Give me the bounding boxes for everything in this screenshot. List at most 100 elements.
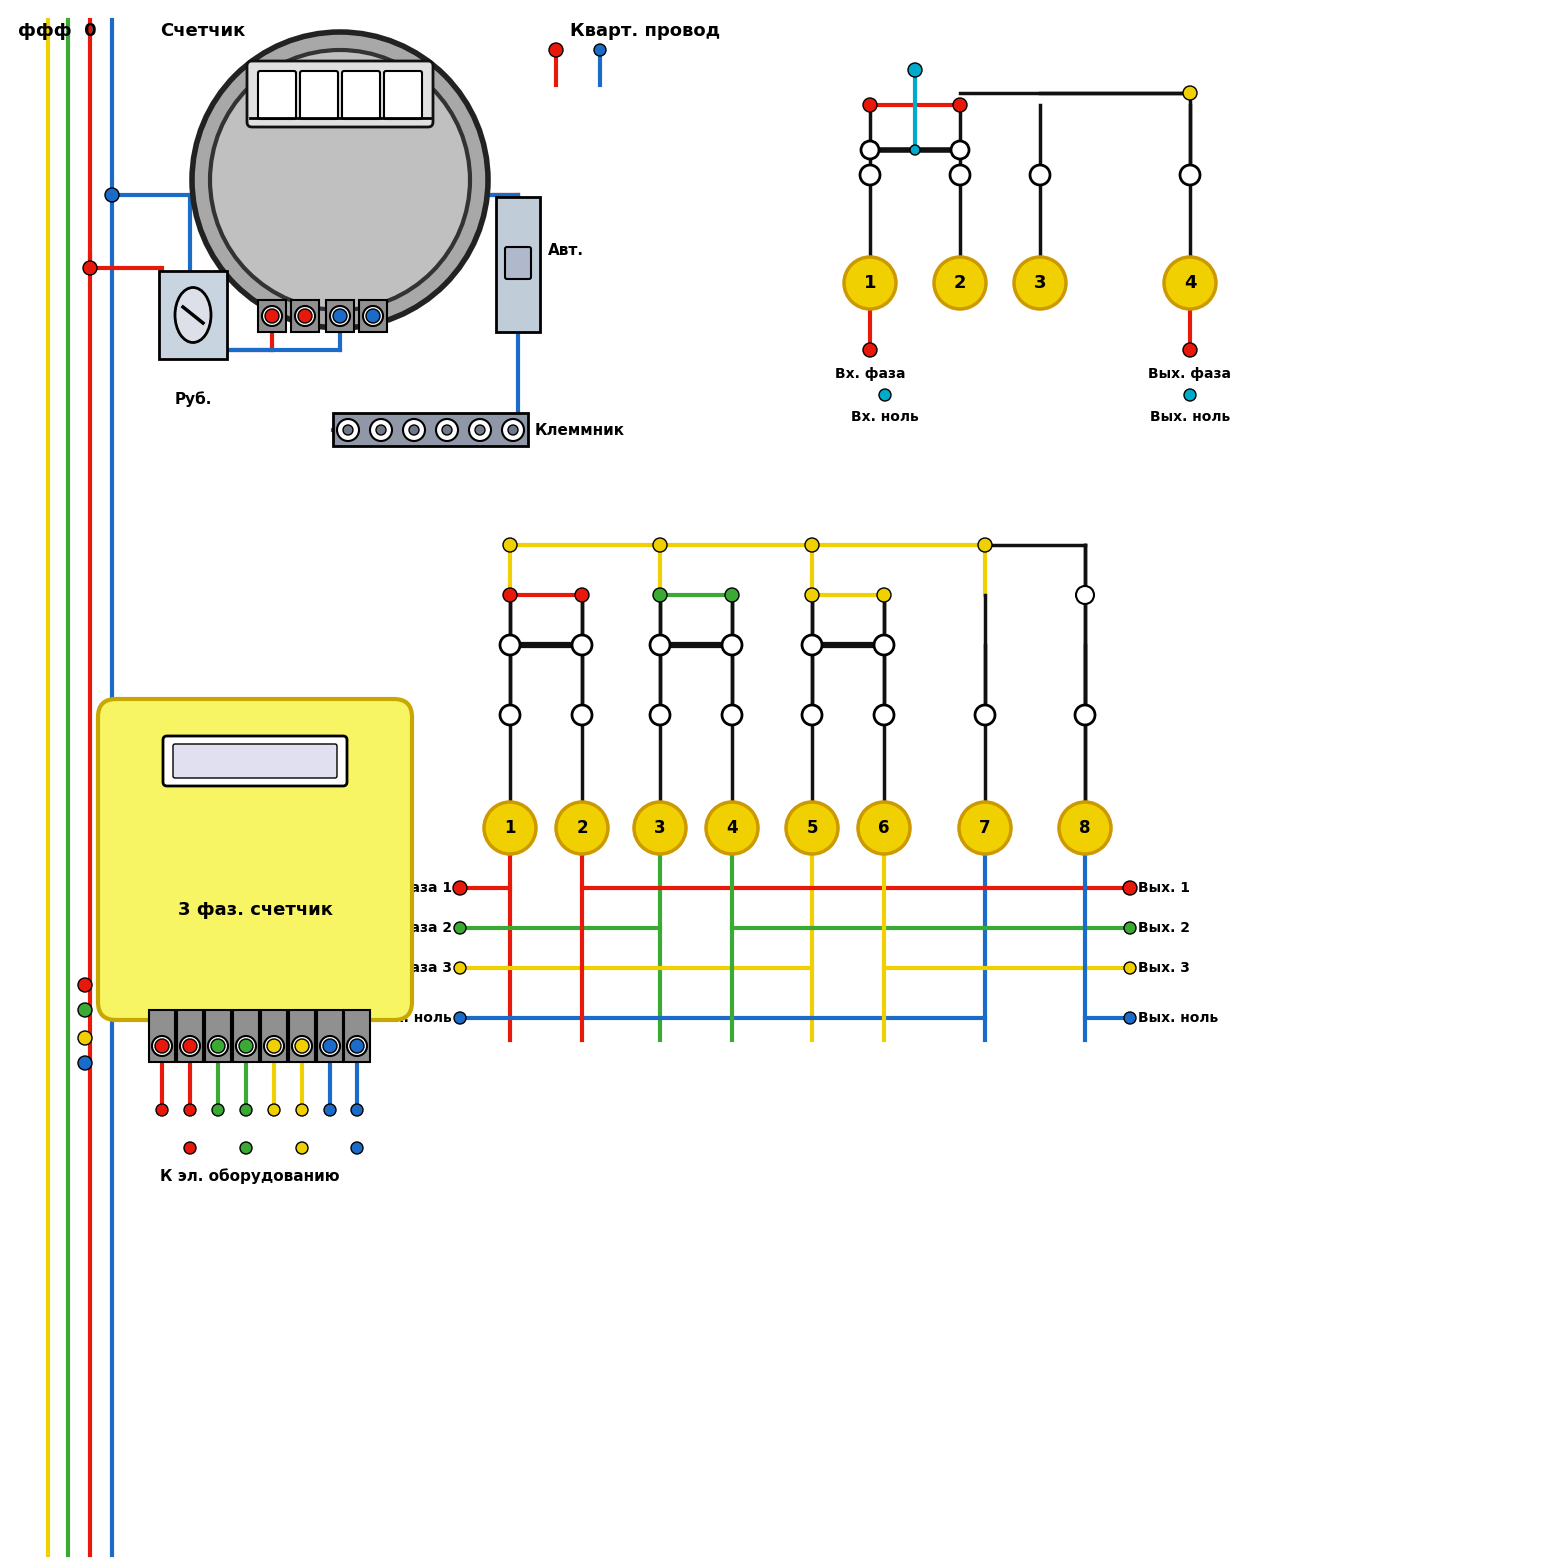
Bar <box>289 1010 315 1061</box>
Circle shape <box>402 418 424 442</box>
Circle shape <box>1014 258 1065 309</box>
Circle shape <box>211 1040 225 1054</box>
Bar <box>292 300 318 332</box>
Circle shape <box>805 539 819 553</box>
Circle shape <box>908 62 922 76</box>
Circle shape <box>952 140 969 159</box>
Circle shape <box>877 588 891 603</box>
Circle shape <box>934 258 986 309</box>
Circle shape <box>863 343 877 357</box>
Text: Вх. ноль: Вх. ноль <box>852 411 919 425</box>
Circle shape <box>207 1037 228 1055</box>
Circle shape <box>805 588 819 603</box>
FancyBboxPatch shape <box>246 61 434 126</box>
Circle shape <box>184 1104 197 1116</box>
Circle shape <box>268 1104 279 1116</box>
Text: 3 фаз. счетчик: 3 фаз. счетчик <box>178 901 332 919</box>
Circle shape <box>978 539 992 553</box>
Circle shape <box>78 979 92 991</box>
Circle shape <box>78 1030 92 1044</box>
Circle shape <box>236 1037 256 1055</box>
Circle shape <box>211 50 470 311</box>
Circle shape <box>909 145 920 155</box>
Circle shape <box>78 1055 92 1069</box>
Text: 3: 3 <box>654 820 666 837</box>
Circle shape <box>555 802 608 854</box>
FancyBboxPatch shape <box>162 735 346 787</box>
Text: Вх. фаза 1: Вх. фаза 1 <box>367 880 452 894</box>
Bar <box>317 1010 343 1061</box>
Circle shape <box>265 309 279 323</box>
Text: Вх. ноль: Вх. ноль <box>384 1012 452 1026</box>
Bar <box>257 300 285 332</box>
Circle shape <box>502 539 516 553</box>
Circle shape <box>722 635 743 656</box>
Circle shape <box>363 306 384 326</box>
Bar <box>176 1010 203 1061</box>
Text: Счетчик: Счетчик <box>161 22 245 41</box>
Circle shape <box>184 1143 197 1154</box>
Text: 7: 7 <box>980 820 991 837</box>
Bar <box>204 1010 231 1061</box>
Circle shape <box>470 418 491 442</box>
Circle shape <box>454 962 466 974</box>
Circle shape <box>594 44 605 56</box>
Circle shape <box>192 31 488 328</box>
Circle shape <box>295 1040 309 1054</box>
Circle shape <box>858 802 909 854</box>
Circle shape <box>786 802 838 854</box>
Circle shape <box>454 1012 466 1024</box>
Circle shape <box>878 389 891 401</box>
Circle shape <box>1184 389 1197 401</box>
Circle shape <box>323 1040 337 1054</box>
Circle shape <box>349 1040 363 1054</box>
Circle shape <box>376 425 385 436</box>
Circle shape <box>452 880 466 894</box>
Circle shape <box>409 425 420 436</box>
Circle shape <box>1059 802 1111 854</box>
Circle shape <box>441 425 452 436</box>
Circle shape <box>860 165 880 186</box>
Bar <box>345 1010 370 1061</box>
Text: Клеммник: Клеммник <box>535 423 626 437</box>
FancyBboxPatch shape <box>384 70 423 119</box>
Circle shape <box>654 539 668 553</box>
Circle shape <box>1125 962 1136 974</box>
Circle shape <box>950 165 970 186</box>
Circle shape <box>1182 86 1197 100</box>
Text: 4: 4 <box>727 820 738 837</box>
FancyBboxPatch shape <box>505 247 530 279</box>
Circle shape <box>549 44 563 58</box>
Text: 5: 5 <box>807 820 817 837</box>
FancyBboxPatch shape <box>98 699 412 1019</box>
Circle shape <box>953 98 967 112</box>
Circle shape <box>651 635 669 656</box>
FancyBboxPatch shape <box>159 272 228 359</box>
Text: 1: 1 <box>864 275 877 292</box>
Circle shape <box>1076 585 1094 604</box>
Circle shape <box>573 706 591 724</box>
Circle shape <box>874 706 894 724</box>
Text: 3: 3 <box>1034 275 1047 292</box>
Text: 4: 4 <box>1184 275 1197 292</box>
Circle shape <box>651 706 669 724</box>
Circle shape <box>298 309 312 323</box>
Circle shape <box>151 1037 172 1055</box>
FancyBboxPatch shape <box>173 745 337 777</box>
Bar <box>359 300 387 332</box>
Text: ффф  0: ффф 0 <box>19 22 97 41</box>
Circle shape <box>295 306 315 326</box>
Circle shape <box>863 98 877 112</box>
Circle shape <box>367 309 381 323</box>
Circle shape <box>474 425 485 436</box>
Circle shape <box>802 706 822 724</box>
Circle shape <box>351 1143 363 1154</box>
Text: 2: 2 <box>953 275 966 292</box>
Bar <box>232 1010 259 1061</box>
Circle shape <box>262 306 282 326</box>
Circle shape <box>861 140 878 159</box>
FancyBboxPatch shape <box>342 70 381 119</box>
Text: 8: 8 <box>1080 820 1090 837</box>
Circle shape <box>454 923 466 933</box>
Text: 1: 1 <box>504 820 516 837</box>
